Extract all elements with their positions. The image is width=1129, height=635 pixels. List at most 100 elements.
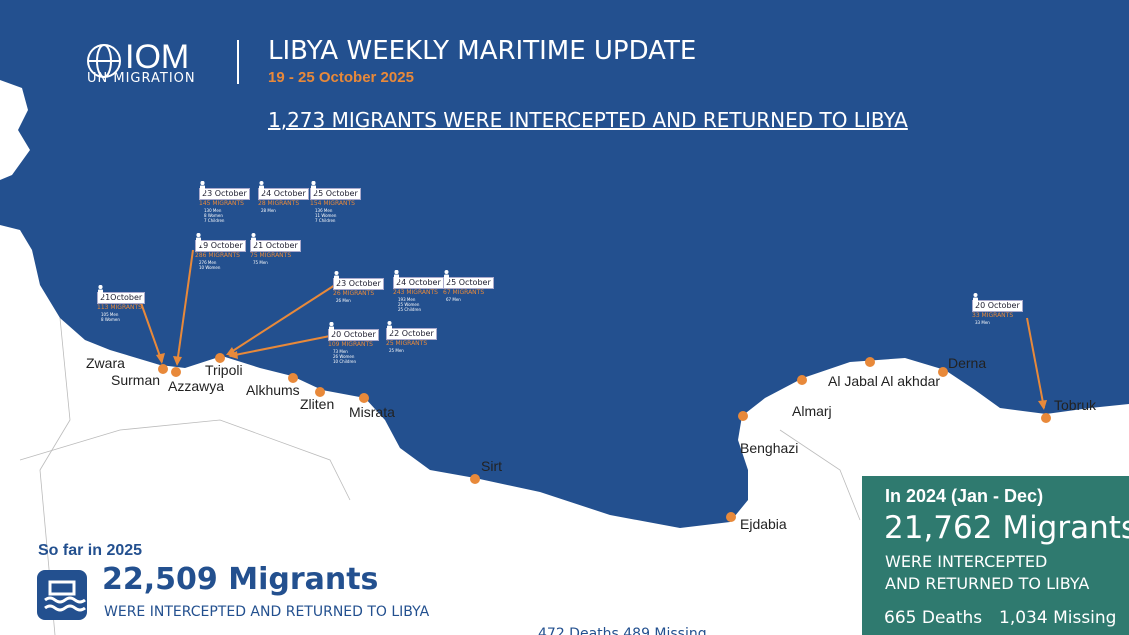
breakdown-line: 10 Women [199,265,221,270]
breakdown-line: 193 Men [398,297,416,302]
people-icons [328,322,334,364]
callout-date: 23 October [199,188,250,200]
city-label: Zwara [86,355,125,371]
breakdown-line: 10 Children [333,359,357,364]
breakdown-line: 130 Men [204,208,222,213]
callout-date: 25 October [443,277,494,289]
breakdown-list: 75 Men [253,260,268,265]
callout-detail: 73 Men 26 Women 10 Children [328,322,379,364]
summary-2024-caption: WERE INTERCEPTED [885,552,1048,571]
callout-migrants: 113 MIGRANTS [97,304,142,311]
city-label: Al Jabal Al akhdar [828,373,941,389]
breakdown-list: 67 Men [446,297,461,302]
breakdown-line: 276 Men [199,260,217,265]
callout-migrants: 145 MIGRANTS [199,200,244,207]
breakdown-line: 33 Men [975,320,990,325]
breakdown-line: 25 Children [398,307,422,312]
breakdown-line: 8 Women [101,317,120,322]
city-label: Tobruk [1054,397,1097,413]
city-label: Alkhums [246,382,300,398]
callout-date: 21October [97,292,146,304]
breakdown-line: 7 Children [315,218,336,223]
land-west-coast [0,225,1129,635]
callout-detail: 130 Men 8 Women 7 Children [199,181,250,223]
callout: 23 October 145 MIGRANTS 130 Men 8 Women 7 Ch… [199,181,250,223]
headline: 1,273 MIGRANTS WERE INTERCEPTED AND RETU… [268,108,908,132]
callout-date: 20 October [972,300,1023,312]
arrow-heads [156,347,1047,410]
summary-2025-caption: WERE INTERCEPTED AND RETURNED TO LIBYA [104,604,430,620]
city-label: Zliten [300,396,335,412]
callout-migrants: 26 MIGRANTS [333,290,375,297]
city-label: Derna [948,355,987,371]
callout: 25 October 67 MIGRANTS 67 Men [443,270,494,302]
breakdown-list: 276 Men 10 Women [199,260,220,270]
arrows [139,249,1045,409]
breakdown-line: 75 Men [253,260,268,265]
people-icons [393,270,399,312]
city-dot [359,393,369,403]
callout-detail: 67 Men [443,270,494,302]
callout: 19 October 286 MIGRANTS 276 Men 10 Women [195,233,246,270]
city-label: Almarj [792,403,832,419]
breakdown-line: 11 Women [315,213,337,218]
city-dot [726,512,736,522]
breakdown-line: 73 Men [333,349,348,354]
breakdown-line: 136 Men [315,208,333,213]
summary-2024-box: In 2024 (Jan - Dec) 21,762 Migrants WERE… [862,476,1129,635]
city-label: Tripoli [205,362,243,378]
breakdown-list: 136 Men 11 Women 7 Children [315,208,336,223]
city-dot [797,375,807,385]
breakdown-list: 105 Men 8 Women [101,312,120,322]
callout: 21October 113 MIGRANTS 105 Men 8 Women [97,285,146,322]
city-dot [1041,413,1051,423]
callout-migrants: 286 MIGRANTS [195,252,240,259]
people-icons [199,181,205,223]
city-dot [158,364,168,374]
dates: 19 - 25 October 2025 [268,69,414,86]
breakdown-line: 25 Men [389,348,404,353]
land-north [0,80,30,180]
summary-2025-total: 22,509 Migrants [102,562,379,597]
city-dot [938,367,948,377]
callout-migrants: 109 MIGRANTS [328,341,373,348]
city-label: Benghazi [740,440,799,456]
breakdown-line: 28 Men [261,208,276,213]
callout-detail: 25 Men [386,321,437,353]
callout-date: 24 October [258,188,309,200]
city-dot [171,367,181,377]
city-label: Misrata [349,404,395,420]
logo-globe [87,44,121,78]
city-label: Surman [111,372,161,388]
breakdown-line: 7 Children [204,218,225,223]
callout-date: 24 October [393,277,444,289]
city-dot [738,411,748,421]
callout-detail: 136 Men 11 Women 7 Children [310,181,361,223]
callout-detail: 28 Men [258,181,309,213]
summary-2024-missing: 1,034 Missing [999,608,1117,628]
callout-detail: 105 Men 8 Women [97,285,145,322]
summary-2025-casualties: 472 Deaths 489 Missing [538,626,707,635]
city-dot [215,353,225,363]
callout: 24 October 243 MIGRANTS 193 Men 25 Women 25 … [393,270,444,312]
summary-2024-deaths: 665 Deaths [884,608,983,628]
breakdown-list: 73 Men 26 Women 10 Children [333,349,356,364]
breakdown-line: 25 Women [398,302,420,307]
people-icons [310,181,316,223]
callout-migrants: 243 MIGRANTS [393,289,438,296]
city-label: Sirt [481,458,502,474]
callout: 25 October 154 MIGRANTS 136 Men 11 Women 7 C… [310,181,361,223]
callout-date: 23 October [333,278,384,290]
callout-detail: 193 Men 25 Women 25 Children [393,270,444,312]
city-dot [865,357,875,367]
callout-migrants: 154 MIGRANTS [310,200,355,207]
city-label: Azzawya [168,378,225,394]
callout-date: 22 October [386,328,437,340]
boat-icon [37,570,87,620]
callout: 20 October 33 MIGRANTS 33 Men [972,293,1023,325]
callout-migrants: 67 MIGRANTS [443,289,485,296]
summary-2024-caption: AND RETURNED TO LIBYA [885,574,1090,593]
callout-date: 21 October [250,240,301,252]
